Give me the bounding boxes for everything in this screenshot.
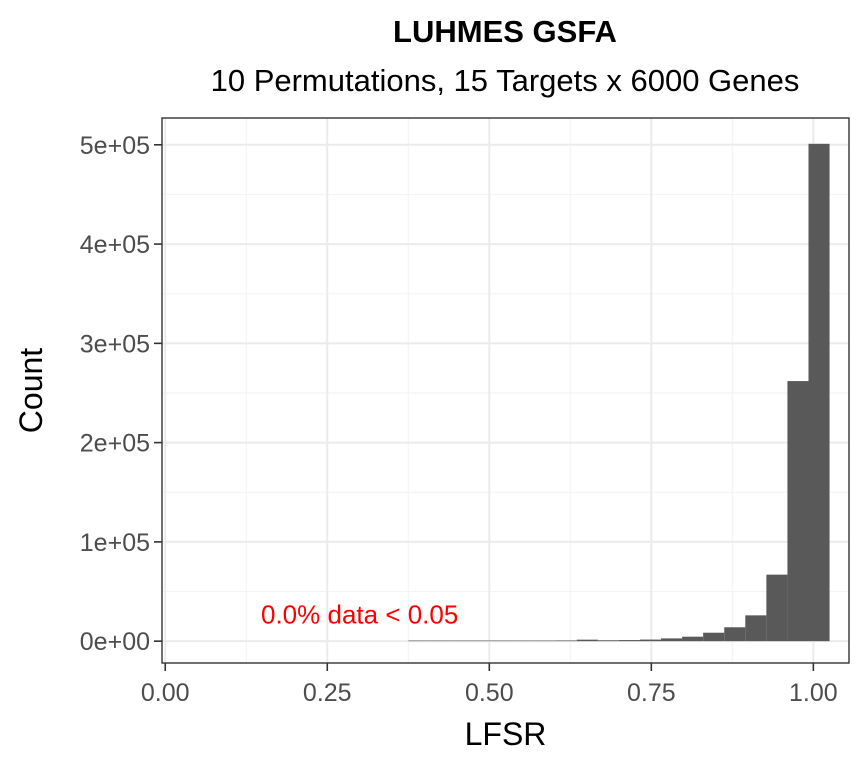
y-axis: 0e+00 1e+05 2e+05 3e+05 4e+05 5e+05 [80, 132, 162, 656]
chart-title: LUHMES GSFA [393, 14, 617, 49]
percent-annotation: 0.0% data < 0.05 [261, 599, 458, 629]
histogram-bar [724, 627, 746, 642]
panel-border [161, 117, 850, 664]
x-tick-label: 0.25 [303, 679, 352, 707]
y-tick-label: 2e+05 [80, 430, 150, 458]
histogram-bar [555, 640, 577, 642]
x-tick-label: 0.75 [627, 679, 676, 707]
histogram-bar [745, 615, 767, 642]
x-axis-title: LFSR [465, 716, 547, 752]
y-tick-label: 5e+05 [80, 132, 150, 160]
y-axis-title: Count [13, 348, 49, 434]
histogram-bar [639, 639, 662, 642]
chart-subtitle: 10 Permutations, 15 Targets x 6000 Genes [211, 63, 800, 98]
histogram-bar [471, 640, 493, 642]
histogram-bar [766, 574, 788, 642]
histogram-bar [703, 632, 725, 642]
histogram-bar [618, 640, 640, 642]
y-tick-label: 1e+05 [80, 529, 150, 557]
histogram-bar [492, 640, 514, 642]
histogram-bar [513, 640, 535, 642]
histogram-bars [408, 143, 830, 642]
x-tick-label: 1.00 [789, 679, 838, 707]
panel-gridlines [162, 118, 849, 663]
y-tick-label: 3e+05 [80, 330, 150, 358]
histogram-bar [682, 636, 704, 642]
histogram-bar [534, 640, 556, 642]
histogram-bar [661, 638, 683, 642]
y-tick-label: 4e+05 [80, 231, 150, 259]
histogram-bar [808, 143, 830, 642]
x-tick-label: 0.50 [465, 679, 514, 707]
y-tick-label: 0e+00 [80, 628, 150, 656]
histogram-bar [450, 640, 472, 642]
histogram-bar [576, 639, 598, 642]
x-axis: 0.00 0.25 0.50 0.75 1.00 [141, 663, 838, 707]
histogram-bar [597, 640, 619, 642]
histogram-bar [787, 381, 809, 642]
histogram-bar [429, 640, 451, 642]
histogram-bar [408, 640, 430, 642]
x-tick-label: 0.00 [141, 679, 190, 707]
